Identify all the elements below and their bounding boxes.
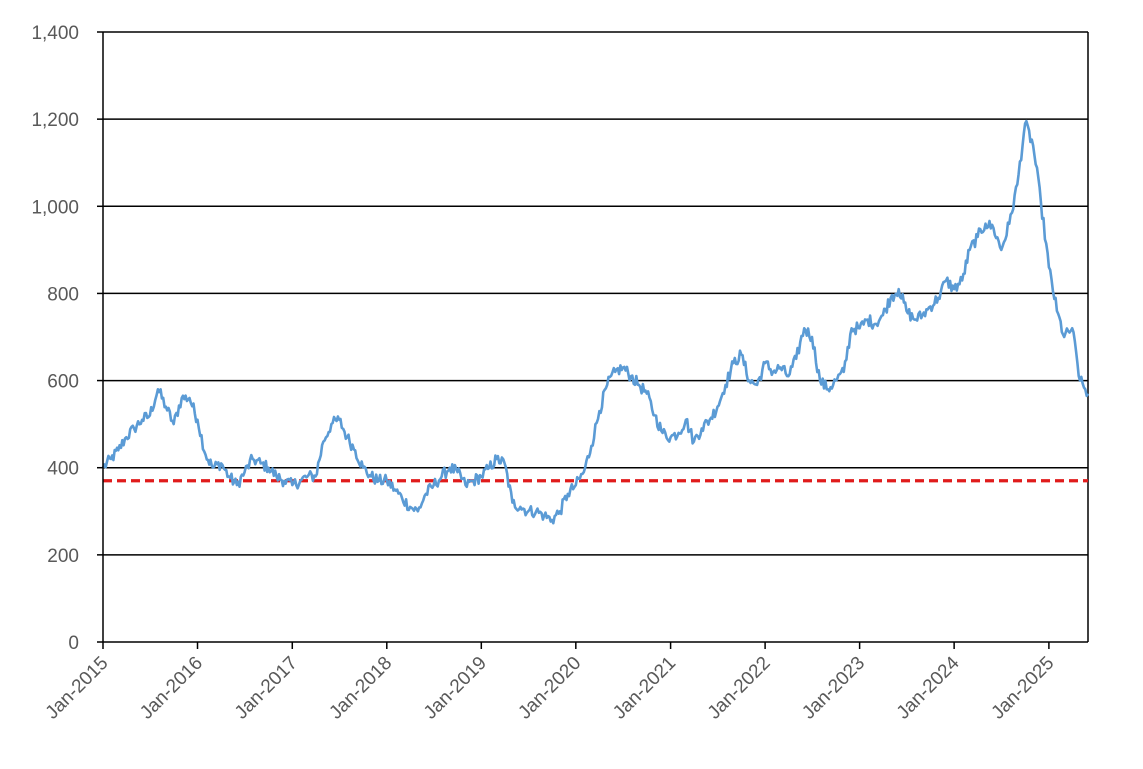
x-tick-label: Jan-2022: [704, 653, 775, 724]
x-tick-label: Jan-2024: [893, 652, 964, 723]
x-tick-label: Jan-2017: [231, 653, 302, 724]
y-tick-label: 600: [47, 372, 79, 393]
y-tick-label: 800: [47, 284, 79, 305]
y-tick-label: 0: [68, 633, 79, 654]
y-tick-label: 1,000: [31, 197, 79, 218]
axes: [102, 32, 1088, 643]
y-tick-label: 400: [47, 459, 79, 480]
x-tick-label: Jan-2018: [325, 653, 396, 724]
x-tick-label: Jan-2025: [988, 653, 1059, 724]
y-tick-label: 200: [47, 546, 79, 567]
y-tick-label: 1,400: [31, 23, 79, 44]
series-lines: [101, 119, 1090, 525]
x-tick-label: Jan-2021: [609, 653, 680, 724]
series-line: [101, 119, 1090, 525]
x-tick-label: Jan-2015: [42, 653, 113, 724]
y-tick-labels: 0 200 400 600 800 1,000 1,200 1,400: [31, 23, 103, 654]
x-tick-label: Jan-2020: [514, 653, 585, 724]
x-tick-label: Jan-2023: [798, 653, 869, 724]
y-tick-label: 1,200: [31, 110, 79, 131]
x-tick-label: Jan-2019: [420, 653, 491, 724]
gridlines: [103, 31, 1089, 642]
x-tick-labels: Jan-2015 Jan-2016 Jan-2017 Jan-2018 Jan-2019…: [42, 642, 1059, 724]
x-tick-label: Jan-2016: [136, 653, 207, 724]
